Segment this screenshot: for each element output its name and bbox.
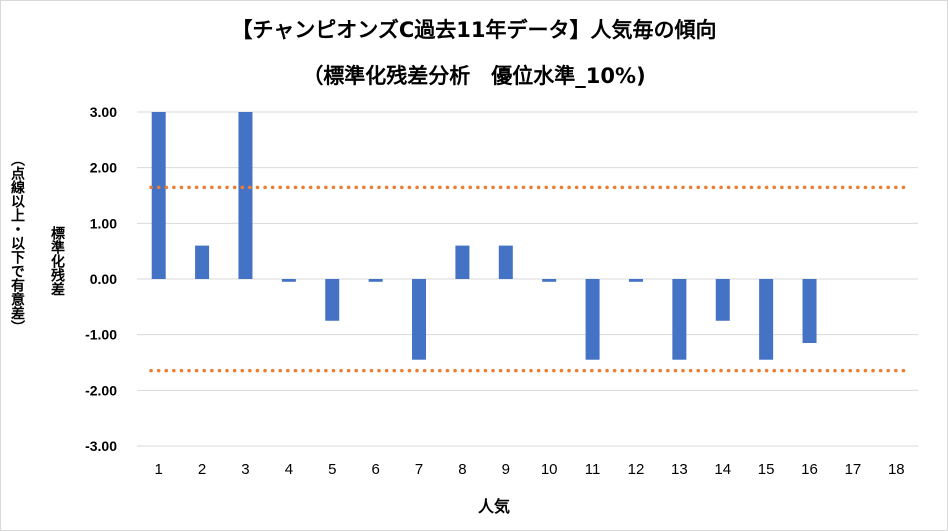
x-tick-label: 18 bbox=[888, 461, 905, 478]
x-tick-label: 8 bbox=[458, 461, 466, 478]
x-tick-label: 9 bbox=[502, 461, 510, 478]
y-tick-label: 2.00 bbox=[90, 160, 117, 176]
y-tick-label: 1.00 bbox=[90, 215, 117, 231]
bar bbox=[498, 245, 513, 279]
bar bbox=[281, 279, 296, 282]
bar bbox=[628, 279, 643, 282]
x-tick-label: 13 bbox=[671, 461, 688, 478]
y-tick-label: -2.00 bbox=[85, 382, 117, 398]
bar bbox=[715, 279, 730, 321]
x-tick-label: 11 bbox=[585, 461, 601, 478]
y-axis-label: 標準化残差 bbox=[49, 226, 65, 296]
x-tick-label: 3 bbox=[241, 461, 249, 478]
bar bbox=[195, 245, 210, 279]
x-tick-label: 16 bbox=[801, 461, 818, 478]
bar bbox=[455, 245, 470, 279]
bar bbox=[238, 112, 253, 279]
y-axis-note: （点線以上・以下で有意差） bbox=[9, 152, 25, 334]
x-tick-label: 4 bbox=[285, 461, 293, 478]
chart-subtitle: （標準化残差分析 優位水準_10%) bbox=[302, 64, 646, 88]
x-tick-label: 6 bbox=[371, 461, 379, 478]
x-tick-label: 17 bbox=[845, 461, 862, 478]
y-tick-label: -3.00 bbox=[85, 438, 117, 454]
bar bbox=[542, 279, 557, 282]
bar bbox=[759, 279, 774, 360]
x-tick-label: 2 bbox=[198, 461, 206, 478]
y-tick-label: 3.00 bbox=[90, 104, 117, 120]
bar bbox=[585, 279, 600, 360]
x-tick-label: 12 bbox=[628, 461, 645, 478]
x-tick-label: 10 bbox=[541, 461, 558, 478]
y-tick-label: -1.00 bbox=[85, 327, 117, 343]
chart-title: 【チャンピオンズC過去11年データ】人気毎の傾向 bbox=[231, 18, 717, 42]
y-tick-label: 0.00 bbox=[90, 271, 117, 287]
bar bbox=[151, 112, 166, 279]
bar bbox=[325, 279, 340, 321]
bar bbox=[802, 279, 817, 344]
x-tick-label: 5 bbox=[328, 461, 336, 478]
bar bbox=[368, 279, 383, 282]
x-tick-label: 1 bbox=[155, 461, 163, 478]
x-tick-label: 7 bbox=[415, 461, 423, 478]
x-tick-label: 14 bbox=[714, 461, 731, 478]
x-axis-label: 人気 bbox=[477, 497, 510, 516]
bar bbox=[672, 279, 687, 360]
x-tick-label: 15 bbox=[758, 461, 775, 478]
bar bbox=[412, 279, 427, 360]
